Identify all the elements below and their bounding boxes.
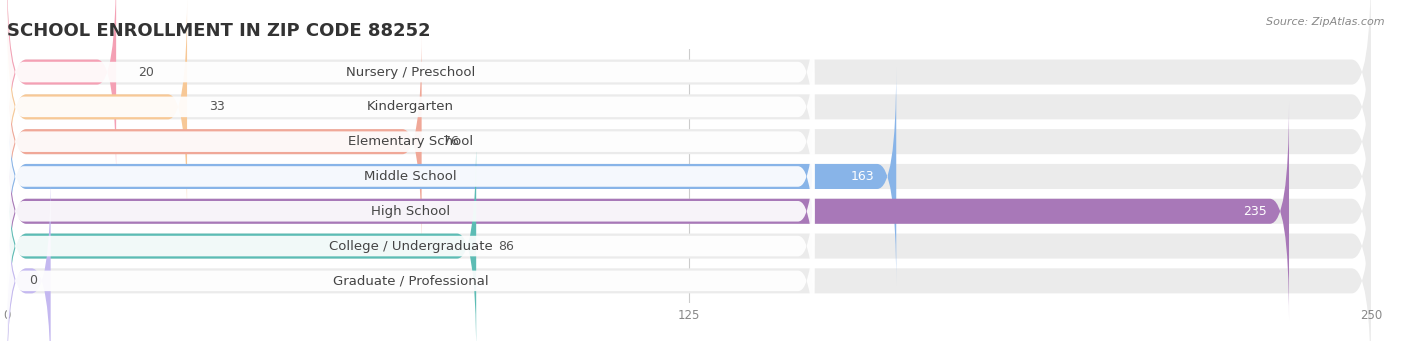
FancyBboxPatch shape [7, 152, 814, 340]
FancyBboxPatch shape [7, 102, 1371, 321]
FancyBboxPatch shape [7, 172, 51, 341]
FancyBboxPatch shape [7, 0, 117, 181]
FancyBboxPatch shape [7, 47, 814, 236]
Text: 76: 76 [443, 135, 460, 148]
FancyBboxPatch shape [7, 0, 814, 166]
FancyBboxPatch shape [7, 187, 814, 341]
FancyBboxPatch shape [7, 32, 1371, 251]
Text: High School: High School [371, 205, 450, 218]
FancyBboxPatch shape [7, 0, 1371, 181]
FancyBboxPatch shape [7, 0, 1371, 216]
Text: SCHOOL ENROLLMENT IN ZIP CODE 88252: SCHOOL ENROLLMENT IN ZIP CODE 88252 [7, 21, 430, 40]
FancyBboxPatch shape [7, 13, 814, 201]
Text: Graduate / Professional: Graduate / Professional [333, 275, 488, 287]
Text: 235: 235 [1243, 205, 1267, 218]
Text: 163: 163 [851, 170, 875, 183]
Text: 20: 20 [138, 65, 153, 78]
Text: Source: ZipAtlas.com: Source: ZipAtlas.com [1267, 17, 1385, 27]
Text: Nursery / Preschool: Nursery / Preschool [346, 65, 475, 78]
Text: Kindergarten: Kindergarten [367, 100, 454, 113]
FancyBboxPatch shape [7, 137, 1371, 341]
FancyBboxPatch shape [7, 172, 1371, 341]
FancyBboxPatch shape [7, 32, 422, 251]
Text: Elementary School: Elementary School [349, 135, 474, 148]
FancyBboxPatch shape [7, 67, 1371, 286]
FancyBboxPatch shape [7, 117, 814, 306]
Text: 86: 86 [498, 240, 513, 253]
Text: College / Undergraduate: College / Undergraduate [329, 240, 492, 253]
FancyBboxPatch shape [7, 102, 1289, 321]
FancyBboxPatch shape [7, 137, 477, 341]
Text: 0: 0 [30, 275, 37, 287]
Text: 33: 33 [209, 100, 225, 113]
Text: Middle School: Middle School [364, 170, 457, 183]
FancyBboxPatch shape [7, 82, 814, 271]
FancyBboxPatch shape [7, 67, 896, 286]
FancyBboxPatch shape [7, 0, 187, 216]
